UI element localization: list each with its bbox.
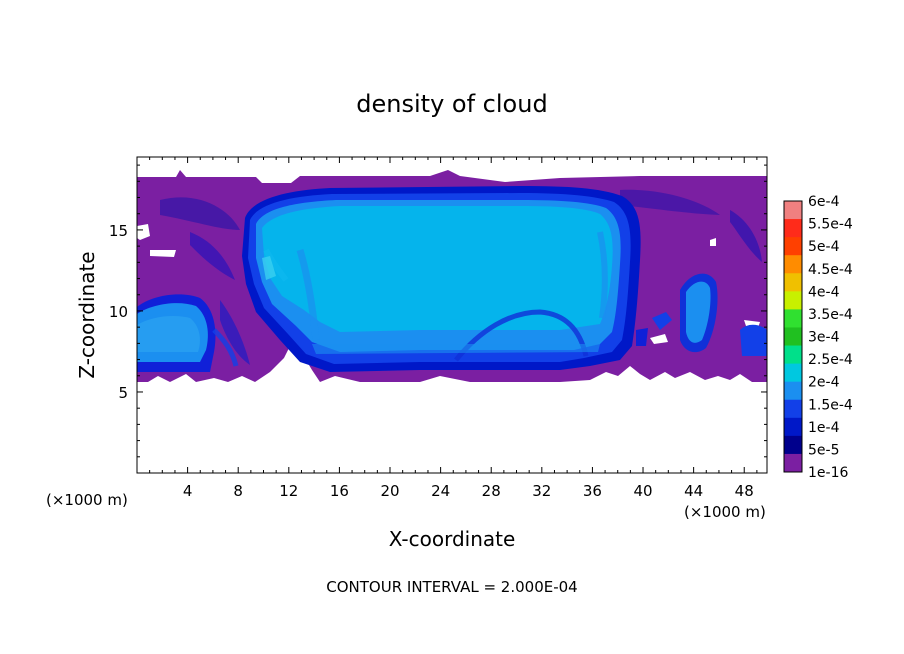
- chart-title: density of cloud: [356, 90, 547, 118]
- y-axis: 5 10 15: [109, 164, 767, 458]
- colorbar-label: 5e-4: [808, 239, 840, 255]
- colorbar-swatch: [784, 435, 802, 455]
- colorbar-label: 3e-4: [808, 330, 840, 346]
- colorbar-label: 1.5e-4: [808, 397, 853, 413]
- colorbar-swatch: [784, 291, 802, 310]
- colorbar-swatch: [784, 237, 802, 256]
- x-axis: 4 8 12 16 20 24 28 32 36 40 44 48: [149, 157, 758, 500]
- x-tick-label: 8: [233, 482, 243, 500]
- colorbar-swatch: [784, 453, 802, 473]
- contour-interval-note: CONTOUR INTERVAL = 2.000E-04: [326, 578, 577, 596]
- colorbar-swatch: [784, 345, 802, 365]
- x-tick-label: 48: [735, 482, 754, 500]
- colorbar-swatch: [784, 327, 802, 347]
- x-tick-label: 40: [633, 482, 652, 500]
- cloud-detail: [137, 186, 767, 372]
- x-tick-label: 44: [684, 482, 703, 500]
- colorbar-swatch: [784, 417, 802, 437]
- x-tick-label: 20: [380, 482, 399, 500]
- colorbar-swatch: [784, 363, 802, 383]
- colorbar-swatch: [784, 255, 802, 274]
- y-axis-title: Z-coordinate: [75, 251, 99, 378]
- colorbar-label: 1e-4: [808, 420, 840, 436]
- x-tick-label: 32: [532, 482, 551, 500]
- x-tick-label: 12: [279, 482, 298, 500]
- y-tick-label: 5: [118, 384, 128, 402]
- x-tick-label: 16: [330, 482, 349, 500]
- colorbar-label: 5.5e-4: [808, 217, 853, 233]
- colorbar-label: 4.5e-4: [808, 262, 853, 278]
- plot-frame: [136, 156, 768, 474]
- y-tick-label: 10: [109, 303, 128, 321]
- colorbar-swatch: [784, 381, 802, 401]
- x-axis-title: X-coordinate: [389, 527, 516, 551]
- plot-area: [137, 170, 767, 382]
- colorbar-swatch: [784, 399, 802, 419]
- colorbar-swatch: [784, 219, 802, 238]
- colorbar-label: 5e-5: [808, 442, 839, 458]
- colorbar-label: 2e-4: [808, 375, 840, 391]
- x-tick-label: 4: [183, 482, 193, 500]
- colorbar-label: 1e-16: [808, 465, 848, 481]
- y-unit-label: (×1000 m): [46, 491, 128, 509]
- colorbar-label: 6e-4: [808, 194, 840, 210]
- x-tick-label: 28: [482, 482, 501, 500]
- colorbar-label: 3.5e-4: [808, 307, 853, 323]
- colorbar-swatch: [784, 273, 802, 292]
- colorbar-label: 4e-4: [808, 284, 840, 300]
- x-tick-label: 24: [431, 482, 450, 500]
- colorbar-swatch: [784, 309, 802, 328]
- x-tick-label: 36: [583, 482, 602, 500]
- colorbar: 6e-4 5.5e-4 5e-4 4.5e-4 4e-4 3.5e-4 3e-4 2.5e-4…: [783, 194, 853, 481]
- colorbar-label: 2.5e-4: [808, 352, 853, 368]
- x-unit-label: (×1000 m): [684, 503, 766, 521]
- y-tick-label: 15: [109, 222, 128, 240]
- colorbar-frame: [783, 200, 803, 473]
- colorbar-swatch: [784, 201, 802, 220]
